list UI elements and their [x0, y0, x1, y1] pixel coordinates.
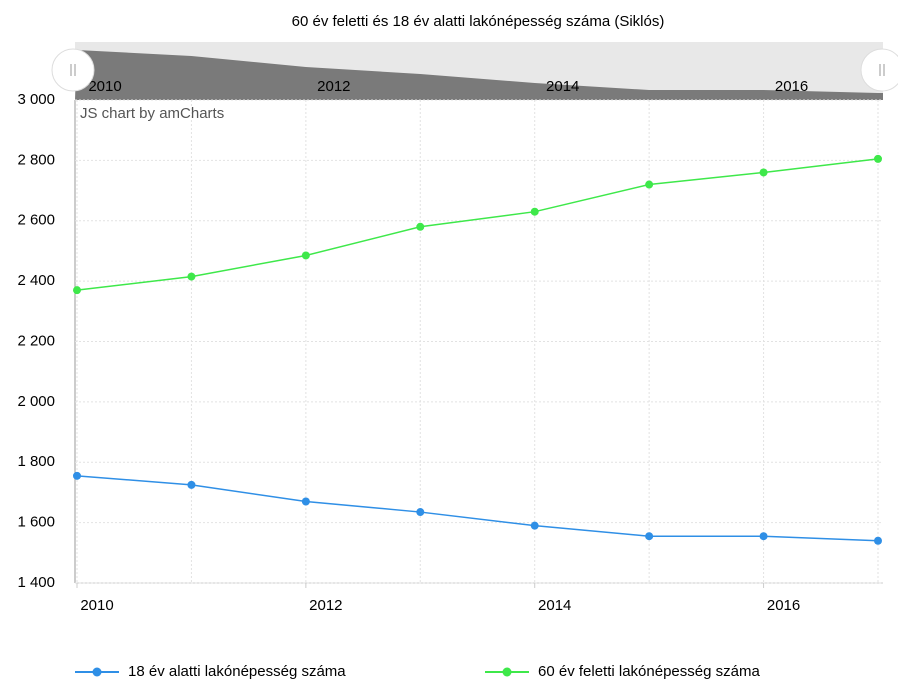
y-tick-label: 3 000 [17, 91, 55, 108]
data-point [416, 508, 425, 517]
scrollbar-preview [75, 50, 883, 100]
chart-title: 60 év feletti és 18 év alatti lakónépess… [292, 13, 665, 30]
y-tick-label: 1 600 [17, 514, 55, 531]
legend-marker [92, 667, 102, 677]
x-tick-label: 2010 [80, 597, 113, 614]
data-point [301, 251, 310, 260]
scrollbar-label: 2014 [546, 78, 579, 95]
y-tick-label: 2 200 [17, 332, 55, 349]
y-tick-label: 2 600 [17, 212, 55, 229]
data-point [645, 180, 654, 189]
x-tick-label: 2012 [309, 597, 342, 614]
legend-label: 18 év alatti lakónépesség száma [128, 663, 346, 680]
data-point [187, 272, 196, 281]
data-point [416, 222, 425, 231]
scrollbar-label: 2012 [317, 78, 350, 95]
handle-grip [70, 64, 76, 76]
scrollbar-label: 2010 [88, 78, 121, 95]
series-line [76, 475, 879, 542]
series-line [76, 158, 879, 291]
handle-grip [879, 64, 885, 76]
legend-label: 60 év feletti lakónépesség száma [538, 663, 760, 680]
y-tick-label: 2 000 [17, 393, 55, 410]
data-point [530, 521, 539, 530]
scroll-handle[interactable] [51, 48, 95, 92]
credit: JS chart by amCharts [80, 105, 224, 122]
scrollbar[interactable]: 2010 2012 2014 2016 [51, 48, 898, 100]
y-tick-label: 1 400 [17, 574, 55, 591]
data-point [874, 154, 882, 163]
data-point [645, 532, 654, 541]
y-tick-label: 2 400 [17, 272, 55, 289]
data-point [874, 536, 882, 545]
data-point [73, 471, 81, 480]
data-point [73, 286, 81, 295]
data-point [759, 168, 768, 177]
y-tick-label: 1 800 [17, 453, 55, 470]
data-point [301, 497, 310, 506]
data-point [759, 532, 768, 541]
y-tick-label: 2 800 [17, 151, 55, 168]
legend-marker [502, 667, 512, 677]
data-point [530, 207, 539, 216]
data-point [187, 480, 196, 489]
x-tick-label: 2014 [538, 597, 571, 614]
x-tick-label: 2016 [767, 597, 800, 614]
scrollbar-label: 2016 [775, 78, 808, 95]
